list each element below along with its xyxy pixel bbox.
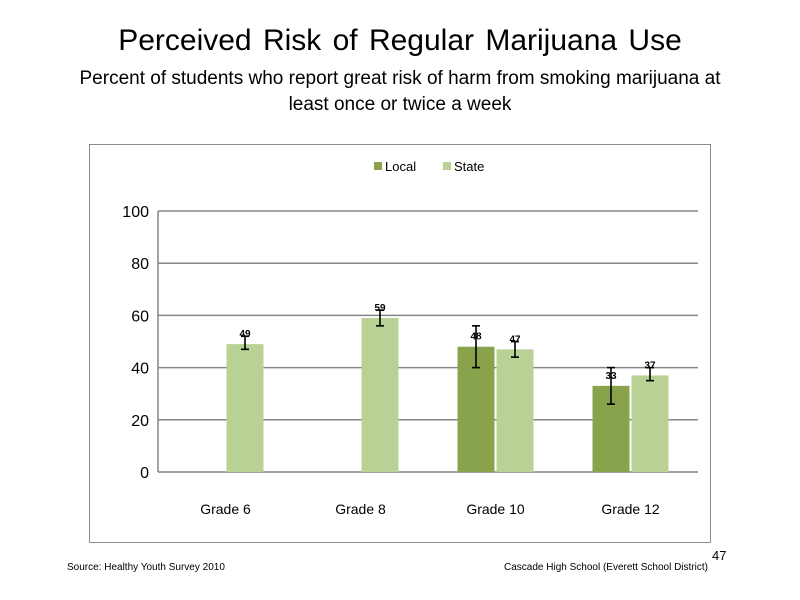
y-tick-label: 20 xyxy=(131,413,149,430)
chart-frame: 0 20 40 60 80 100 49 Grade 6 59 Grade 8 48 47 Grade … xyxy=(89,144,711,543)
data-label: 33 xyxy=(605,371,617,382)
data-label: 59 xyxy=(374,303,386,314)
slide-subtitle: Percent of students who report great ris… xyxy=(79,68,721,115)
bar-state xyxy=(226,344,264,472)
school-name: Cascade High School (Everett School Dist… xyxy=(504,562,708,573)
bar-chart: 0 20 40 60 80 100 49 Grade 6 59 Grade 8 48 47 Grade … xyxy=(122,159,698,517)
data-label: 49 xyxy=(239,329,251,340)
y-tick-label: 0 xyxy=(140,465,149,482)
bar-state xyxy=(496,349,534,472)
y-tick-label: 100 xyxy=(122,204,149,221)
x-tick-label: Grade 8 xyxy=(335,501,386,517)
legend-label-state: State xyxy=(454,159,484,174)
legend-swatch-state xyxy=(443,162,451,170)
data-label: 47 xyxy=(509,334,521,345)
legend-swatch-local xyxy=(374,162,382,170)
x-tick-label: Grade 10 xyxy=(466,501,525,517)
bar-state xyxy=(361,318,399,472)
y-tick-label: 80 xyxy=(131,256,149,273)
source-note: Source: Healthy Youth Survey 2010 xyxy=(67,562,225,573)
bar-state xyxy=(631,375,669,472)
y-tick-label: 40 xyxy=(131,361,149,378)
slide-title: Perceived Risk of Regular Marijuana Use xyxy=(118,24,682,57)
x-tick-label: Grade 12 xyxy=(601,501,660,517)
x-tick-label: Grade 6 xyxy=(200,501,251,517)
data-label: 48 xyxy=(470,332,482,343)
slide-number: 47 xyxy=(712,548,727,563)
data-label: 37 xyxy=(644,360,656,371)
y-tick-label: 60 xyxy=(131,308,149,325)
legend-label-local: Local xyxy=(385,159,416,174)
